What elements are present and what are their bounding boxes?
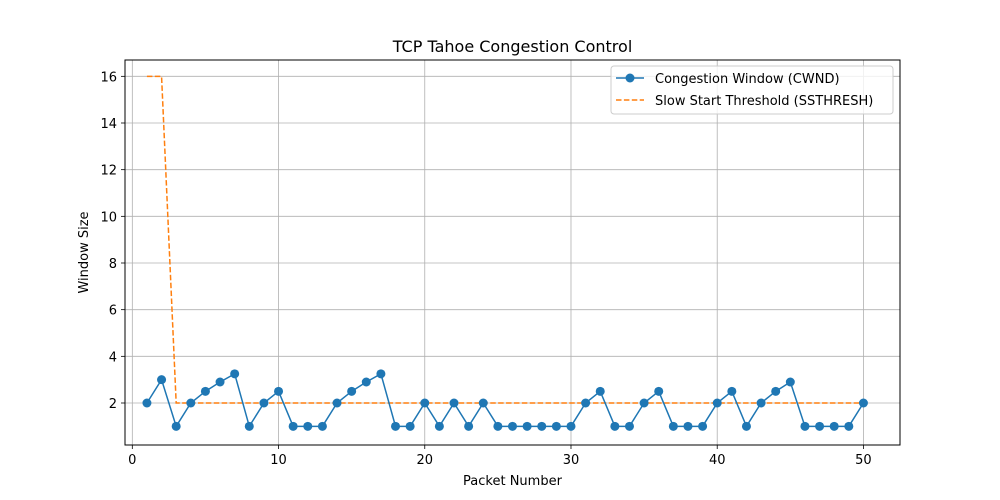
cwnd-point [332,398,342,408]
cwnd-point [683,421,693,431]
y-tick-label: 12 [100,164,117,179]
legend-ssthresh-label: Slow Start Threshold (SSTHRESH) [655,94,873,109]
axis-ticks: 0 10 20 30 40 50 2 4 6 8 10 12 14 16 [100,70,871,468]
y-axis-label: Window Size [77,211,92,293]
cwnd-point [698,421,708,431]
cwnd-point [654,386,664,396]
cwnd-point [186,398,196,408]
cwnd-point [815,421,825,431]
legend-cwnd-marker [625,73,635,83]
cwnd-point [259,398,269,408]
legend-box [610,65,894,115]
cwnd-point [727,386,737,396]
cwnd-point [551,421,561,431]
y-tick-label: 4 [109,350,117,365]
cwnd-point [303,421,313,431]
cwnd-point [376,369,386,379]
cwnd-point [771,386,781,396]
cwnd-point [215,377,225,387]
x-tick-label: 40 [709,453,726,468]
cwnd-point [347,386,357,396]
cwnd-point [493,421,503,431]
chart-title: TCP Tahoe Congestion Control [392,37,633,56]
x-tick-label: 20 [416,453,433,468]
cwnd-point [508,421,517,431]
cwnd-point [361,377,371,387]
y-tick-label: 14 [100,117,117,132]
cwnd-point [800,421,810,431]
cwnd-point [420,398,430,408]
cwnd-point [230,369,240,379]
cwnd-point [581,398,591,408]
legend: Congestion Window (CWND) Slow Start Thre… [610,65,894,115]
x-axis-label: Packet Number [463,474,563,489]
y-tick-label: 10 [100,210,117,225]
cwnd-point [566,421,576,431]
y-tick-label: 8 [109,257,117,272]
x-tick-label: 0 [128,453,136,468]
cwnd-point [610,421,620,431]
y-tick-label: 2 [109,397,117,412]
cwnd-point [639,398,649,408]
cwnd-point [317,421,327,431]
cwnd-point [712,398,722,408]
cwnd-point [288,421,298,431]
x-tick-label: 50 [855,453,872,468]
cwnd-point [741,421,751,431]
x-tick-label: 30 [563,453,580,468]
cwnd-point [478,398,488,408]
cwnd-point [244,421,254,431]
cwnd-point [200,386,210,396]
cwnd-point [829,421,839,431]
cwnd-point [434,421,444,431]
cwnd-point [522,421,532,431]
cwnd-point [142,398,152,408]
cwnd-point [464,421,474,431]
cwnd-point [171,421,181,431]
y-tick-label: 6 [109,304,117,319]
x-tick-label: 10 [270,453,287,468]
cwnd-point [405,421,415,431]
cwnd-point [668,421,678,431]
legend-cwnd-label: Congestion Window (CWND) [655,72,840,87]
plot-area [142,75,868,431]
cwnd-point [537,421,547,431]
cwnd-point [595,386,605,396]
cwnd-point [449,398,459,408]
cwnd-point [157,375,167,385]
cwnd-point [756,398,766,408]
cwnd-point [785,377,795,387]
cwnd-point [274,386,284,396]
cwnd-point [391,421,401,431]
y-tick-label: 16 [100,70,117,85]
axes-frame [124,59,901,446]
cwnd-point [624,421,634,431]
cwnd-point [844,421,854,431]
cwnd-point [858,398,868,408]
